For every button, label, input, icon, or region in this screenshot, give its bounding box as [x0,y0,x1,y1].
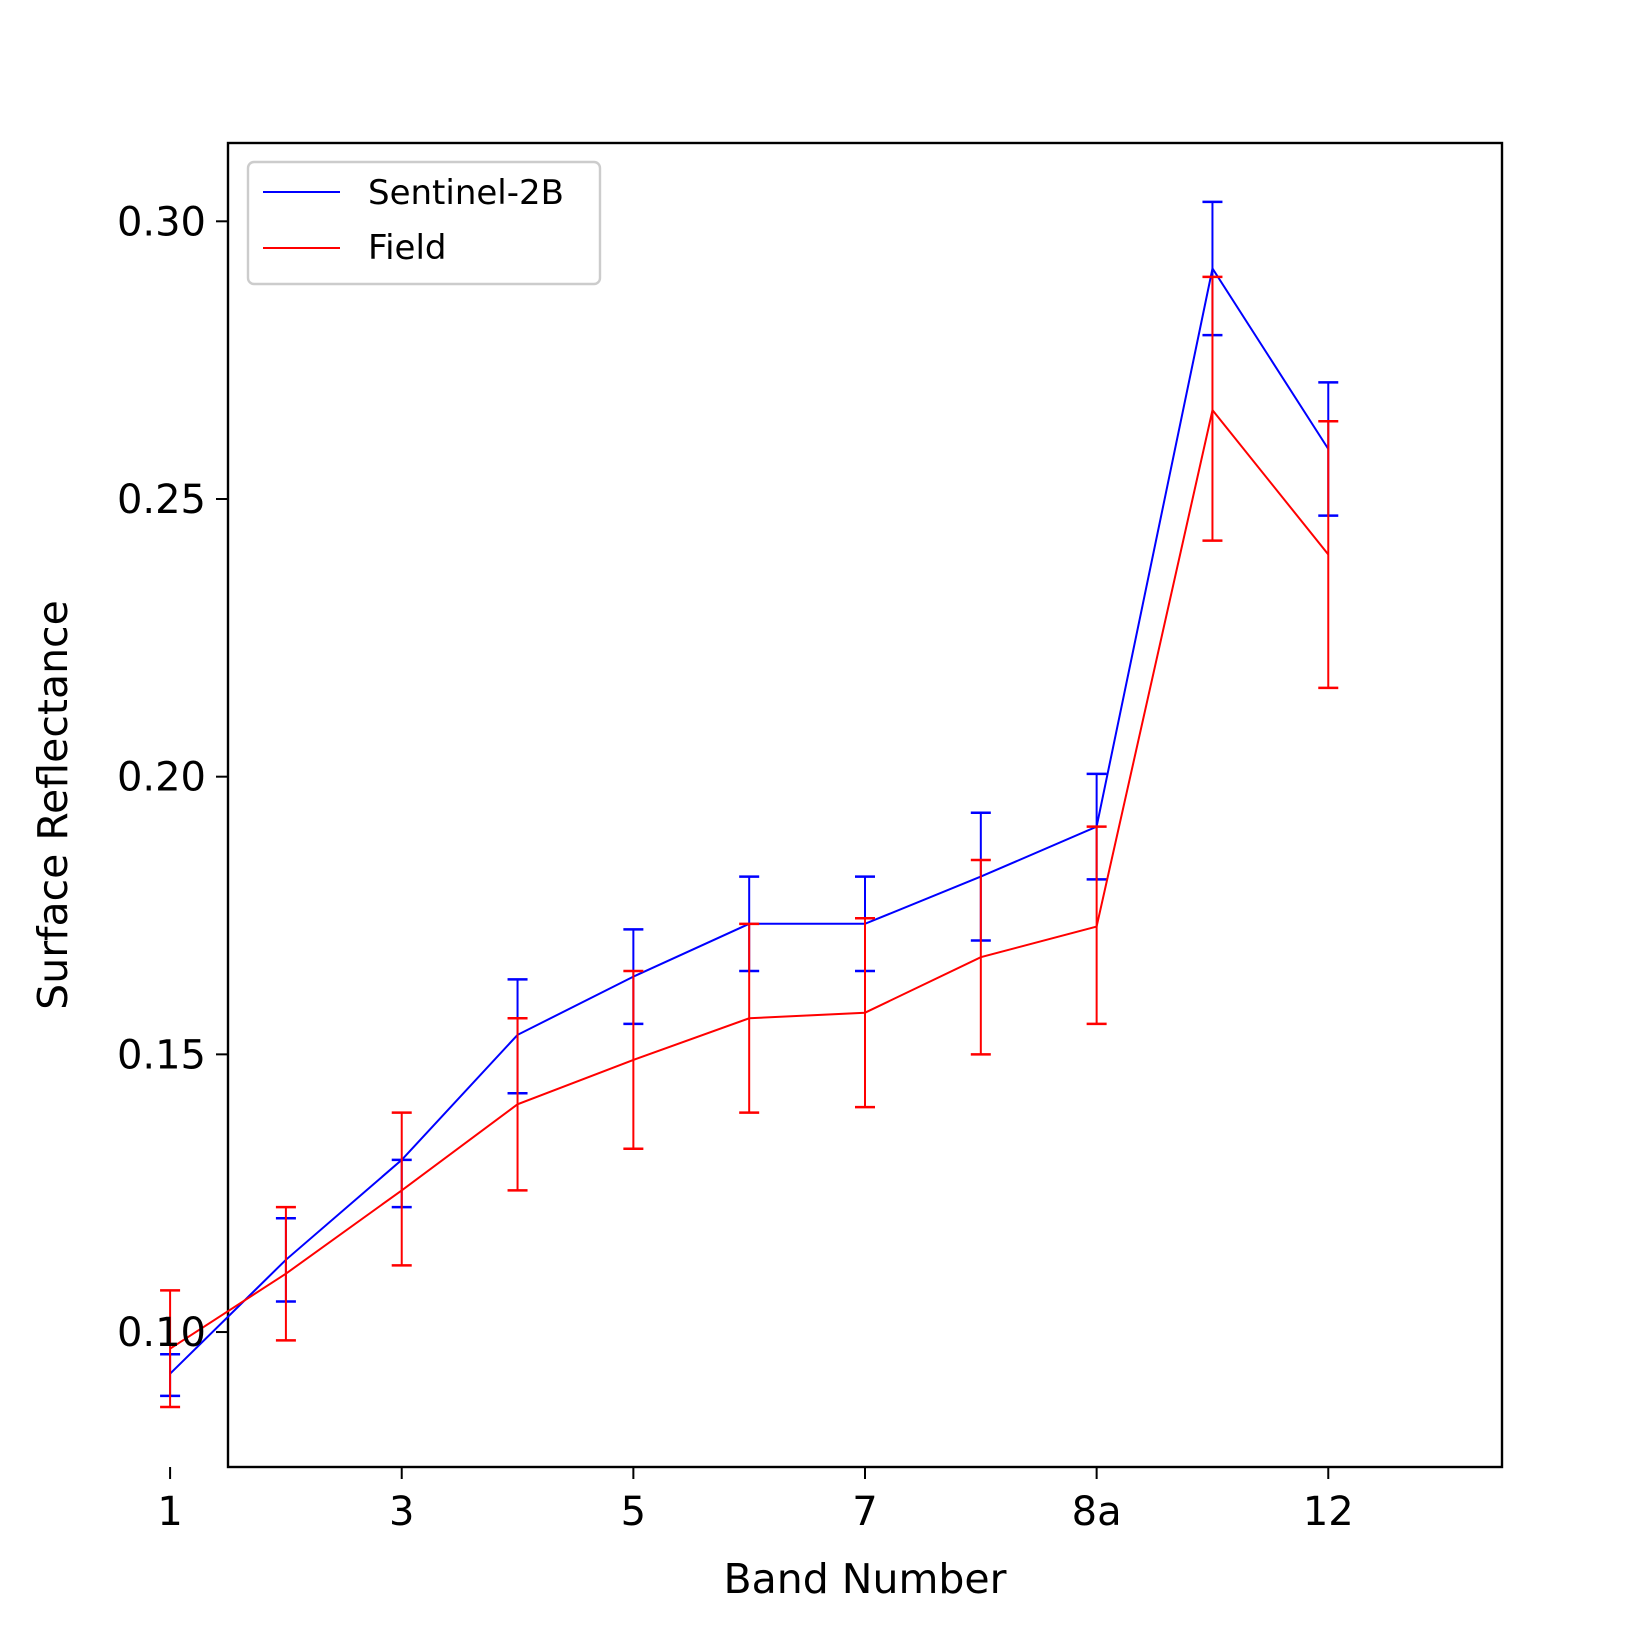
x-tick-label: 5 [621,1489,646,1535]
x-axis-label: Band Number [724,1555,1007,1603]
x-tick-label: 12 [1303,1489,1354,1535]
y-tick-label: 0.30 [117,199,206,245]
y-axis-label: Surface Reflectance [29,600,77,1010]
legend-label-field: Field [368,228,446,268]
legend: Sentinel-2B Field [246,160,602,286]
chart-marks [160,200,1339,1409]
x-axis: 1 3 5 7 8a 12 [157,1467,1354,1535]
legend-label-sentinel-2b: Sentinel-2B [368,173,564,213]
series-field [160,275,1339,1409]
x-tick-label: 1 [157,1489,182,1535]
y-tick-label: 0.10 [117,1310,206,1356]
x-tick-label: 8a [1072,1489,1122,1535]
y-tick-label: 0.25 [117,477,206,523]
x-tick-label: 7 [852,1489,877,1535]
y-tick-label: 0.15 [117,1032,206,1078]
x-tick-label: 3 [389,1489,414,1535]
y-axis: 0.10 0.15 0.20 0.25 0.30 [117,199,228,1356]
y-tick-label: 0.20 [117,755,206,801]
